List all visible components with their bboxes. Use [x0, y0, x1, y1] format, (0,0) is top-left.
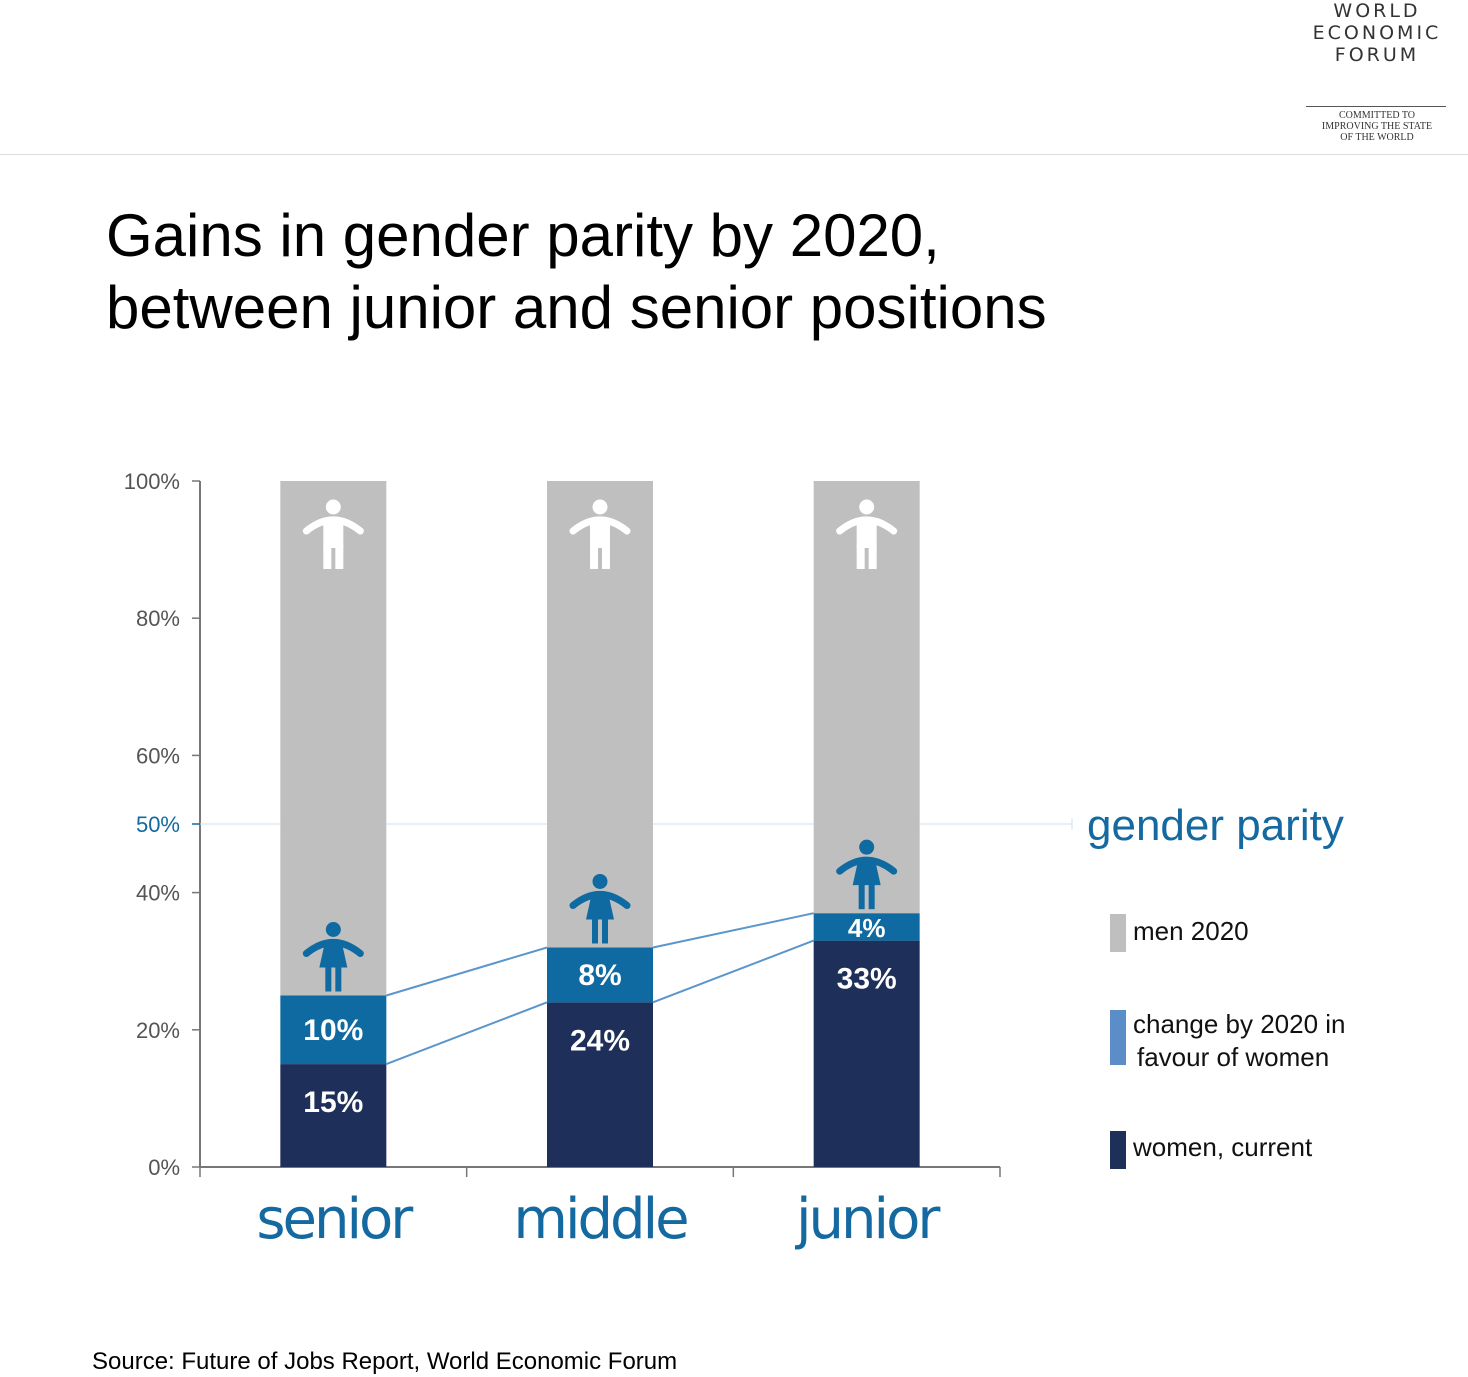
logo-line-2: ECONOMIC: [1312, 22, 1442, 44]
man-icon-leg-right: [602, 545, 610, 569]
category-label: middle: [513, 1187, 687, 1252]
y-tick-label: 60%: [136, 743, 180, 768]
woman-icon: [302, 922, 364, 992]
connector-total: [652, 912, 814, 949]
connector-total: [386, 946, 548, 997]
category-label: junior: [794, 1187, 941, 1252]
woman-icon-leg-left: [858, 883, 865, 910]
woman-icon-dress: [852, 858, 881, 886]
logo-divider: [1306, 106, 1446, 107]
chart-title: Gains in gender parity by 2020, between …: [106, 200, 1446, 344]
category-label: senior: [256, 1187, 414, 1252]
man-icon-leg-left: [856, 545, 865, 569]
man-icon-leg-left: [323, 545, 332, 569]
bar-men-2020: [547, 481, 653, 948]
logo-line-1: WORLD: [1333, 0, 1421, 22]
man-icon-torso: [323, 518, 344, 548]
bar-women-current: [547, 1002, 653, 1167]
woman-icon-dress: [586, 892, 614, 920]
data-label-women: 15%: [303, 1086, 363, 1119]
data-label-women: 33%: [837, 963, 897, 996]
bar-change-2020: [813, 913, 920, 941]
man-icon-leg-left: [590, 545, 598, 569]
y-tick-label: 50%: [136, 812, 180, 837]
title-line-2: between junior and senior positions: [106, 274, 1047, 341]
man-icon-head: [859, 499, 875, 515]
man-icon: [836, 499, 898, 569]
y-tick-label: 80%: [136, 606, 180, 631]
logo-line-3: FORUM: [1334, 44, 1420, 66]
woman-icon-leg-left: [325, 965, 332, 992]
woman-icon: [836, 839, 898, 910]
bar-change-2020: [280, 995, 387, 1065]
woman-icon-leg-right: [335, 965, 342, 992]
header-divider: [0, 154, 1468, 155]
man-icon: [569, 499, 631, 569]
man-icon-leg-right: [868, 545, 877, 569]
connector-women: [652, 939, 815, 1004]
woman-icon-leg-right: [868, 883, 875, 910]
woman-icon-dress: [319, 940, 348, 968]
y-tick-label: 40%: [136, 881, 180, 906]
man-icon-leg-right: [335, 545, 344, 569]
y-tick-label: 20%: [136, 1018, 180, 1043]
data-label-change: 4%: [848, 913, 886, 943]
woman-icon-leg-right: [602, 917, 608, 944]
woman-icon-head: [859, 839, 875, 855]
legend-swatch: [1110, 1131, 1126, 1169]
legend-swatch: [1110, 1010, 1126, 1065]
woman-icon-head: [325, 922, 341, 937]
data-label-change: 10%: [303, 1014, 363, 1047]
legend-label: women, current: [1132, 1132, 1313, 1162]
man-icon-head: [325, 499, 341, 515]
woman-icon-leg-left: [592, 917, 598, 944]
man-icon: [302, 499, 364, 569]
bar-men-2020: [280, 481, 387, 996]
logo-tagline-1: COMMITTED TO: [1338, 110, 1416, 121]
source-note: Source: Future of Jobs Report, World Eco…: [92, 1348, 678, 1375]
legend-label: change by 2020 in favour of women: [1133, 1009, 1346, 1072]
logo-tagline-2: IMPROVING THE STATE: [1321, 121, 1433, 132]
legend-swatch: [1110, 914, 1126, 952]
man-icon-head: [592, 499, 608, 515]
woman-icon: [569, 873, 631, 944]
wef-logo: WORLD ECONOMIC FORUM COMMITTED TO IMPROV…: [1296, 0, 1458, 143]
man-icon-torso: [856, 518, 877, 548]
legend-label: men 2020: [1133, 916, 1249, 946]
bar-women-current: [813, 940, 920, 1167]
connector-women: [385, 1001, 548, 1066]
man-icon-torso: [590, 518, 610, 548]
y-tick-label: 0%: [148, 1155, 180, 1180]
title-line-1: Gains in gender parity by 2020,: [106, 202, 940, 269]
y-tick-label: 100%: [124, 469, 180, 494]
gender-parity-label: gender parity: [1087, 801, 1344, 850]
data-label-women: 24%: [570, 1024, 630, 1057]
bar-women-current: [280, 1064, 387, 1167]
logo-tagline-3: OF THE WORLD: [1340, 132, 1414, 143]
bar-change-2020: [547, 947, 653, 1003]
woman-icon-head: [592, 873, 608, 889]
data-label-change: 8%: [578, 959, 621, 992]
